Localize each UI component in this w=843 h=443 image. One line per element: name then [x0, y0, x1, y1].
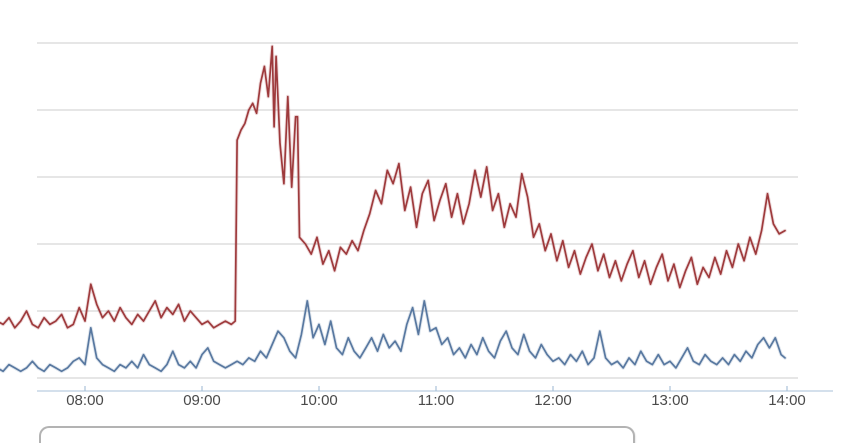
x-tick-label: 09:00	[183, 392, 221, 409]
x-tick-label: 11:00	[417, 392, 455, 409]
x-tick-label: 12:00	[534, 392, 572, 409]
x-tick-label: 14:00	[768, 392, 806, 409]
cropped-bottom-panel	[39, 426, 635, 443]
x-tick-label: 13:00	[651, 392, 689, 409]
x-tick-label: 08:00	[66, 392, 104, 409]
red-series-halo	[0, 44, 787, 330]
red-series-line	[0, 45, 786, 329]
x-tick-label: 10:00	[300, 392, 338, 409]
blue-series-line	[0, 300, 786, 373]
